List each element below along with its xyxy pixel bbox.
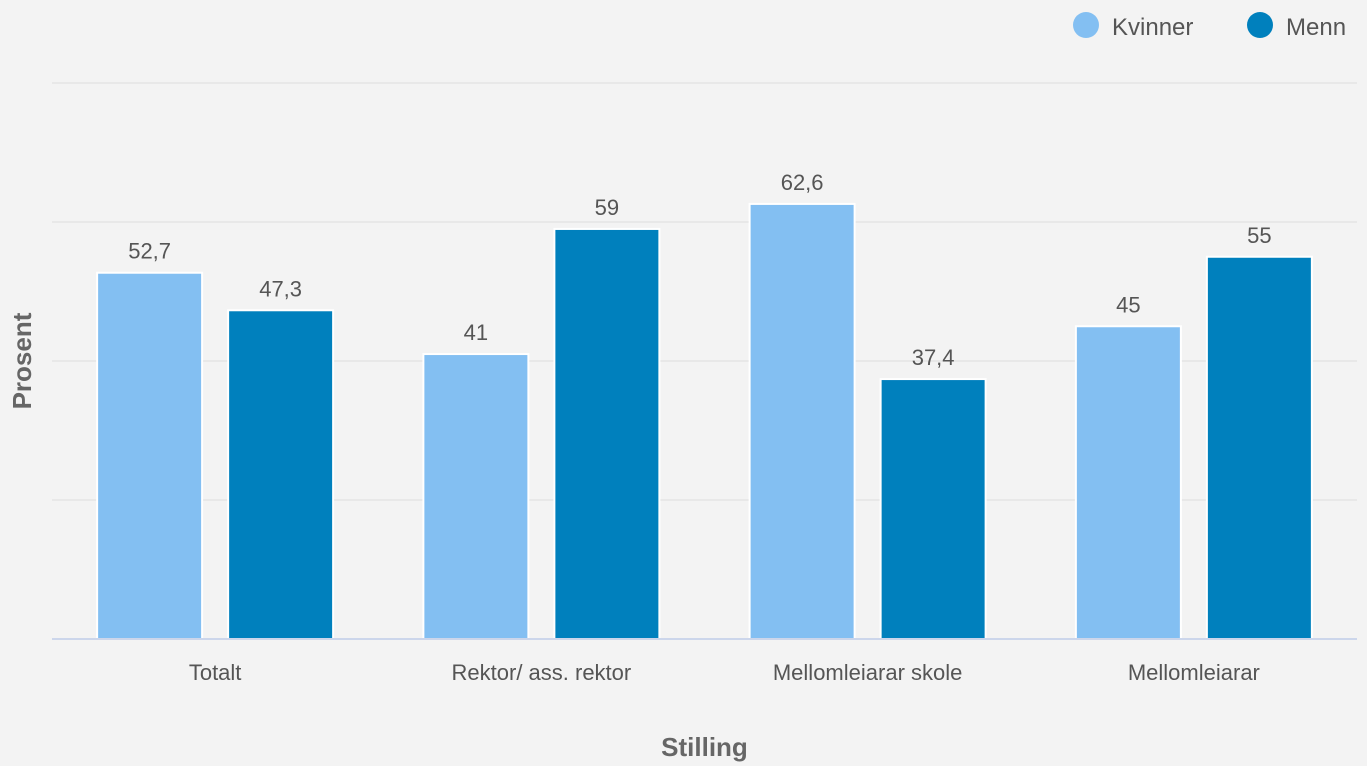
legend-marker-menn xyxy=(1247,12,1273,38)
legend[interactable]: Kvinner Menn xyxy=(1073,12,1346,41)
data-labels: 52,7 47,3 41 59 62,6 37,4 45 55 xyxy=(128,170,1271,370)
bar-menn[interactable] xyxy=(227,309,335,640)
data-label-menn: 47,3 xyxy=(259,276,302,301)
x-tick-labels: Totalt Rektor/ ass. rektor Mellomleiarar s… xyxy=(189,660,1260,685)
x-axis-title: Stilling xyxy=(661,732,748,762)
data-label-menn: 55 xyxy=(1247,223,1271,248)
legend-item-kvinner[interactable]: Kvinner xyxy=(1073,12,1193,41)
legend-label-menn: Menn xyxy=(1286,14,1346,41)
bar-menn[interactable] xyxy=(879,378,987,640)
bar-menn[interactable] xyxy=(553,227,661,640)
bar-kvinner[interactable] xyxy=(96,271,204,640)
y-axis-title: Prosent xyxy=(7,312,37,409)
data-label-menn: 37,4 xyxy=(912,345,955,370)
x-tick-label: Totalt xyxy=(189,660,242,685)
legend-item-menn[interactable]: Menn xyxy=(1247,12,1346,41)
bar-kvinner[interactable] xyxy=(748,202,856,640)
data-label-kvinner: 41 xyxy=(464,320,488,345)
data-label-menn: 59 xyxy=(595,195,619,220)
x-tick-label: Mellomleiarar skole xyxy=(773,660,963,685)
legend-marker-kvinner xyxy=(1073,12,1099,38)
bar-menn[interactable] xyxy=(1205,255,1313,640)
x-tick-label: Rektor/ ass. rektor xyxy=(452,660,632,685)
bar-kvinner[interactable] xyxy=(422,353,530,640)
data-label-kvinner: 45 xyxy=(1116,292,1140,317)
data-label-kvinner: 62,6 xyxy=(781,170,824,195)
x-tick-label: Mellomleiarar xyxy=(1128,660,1260,685)
data-label-kvinner: 52,7 xyxy=(128,239,171,264)
bar-kvinner[interactable] xyxy=(1074,325,1182,640)
legend-label-kvinner: Kvinner xyxy=(1112,14,1193,41)
bars xyxy=(96,202,1313,640)
